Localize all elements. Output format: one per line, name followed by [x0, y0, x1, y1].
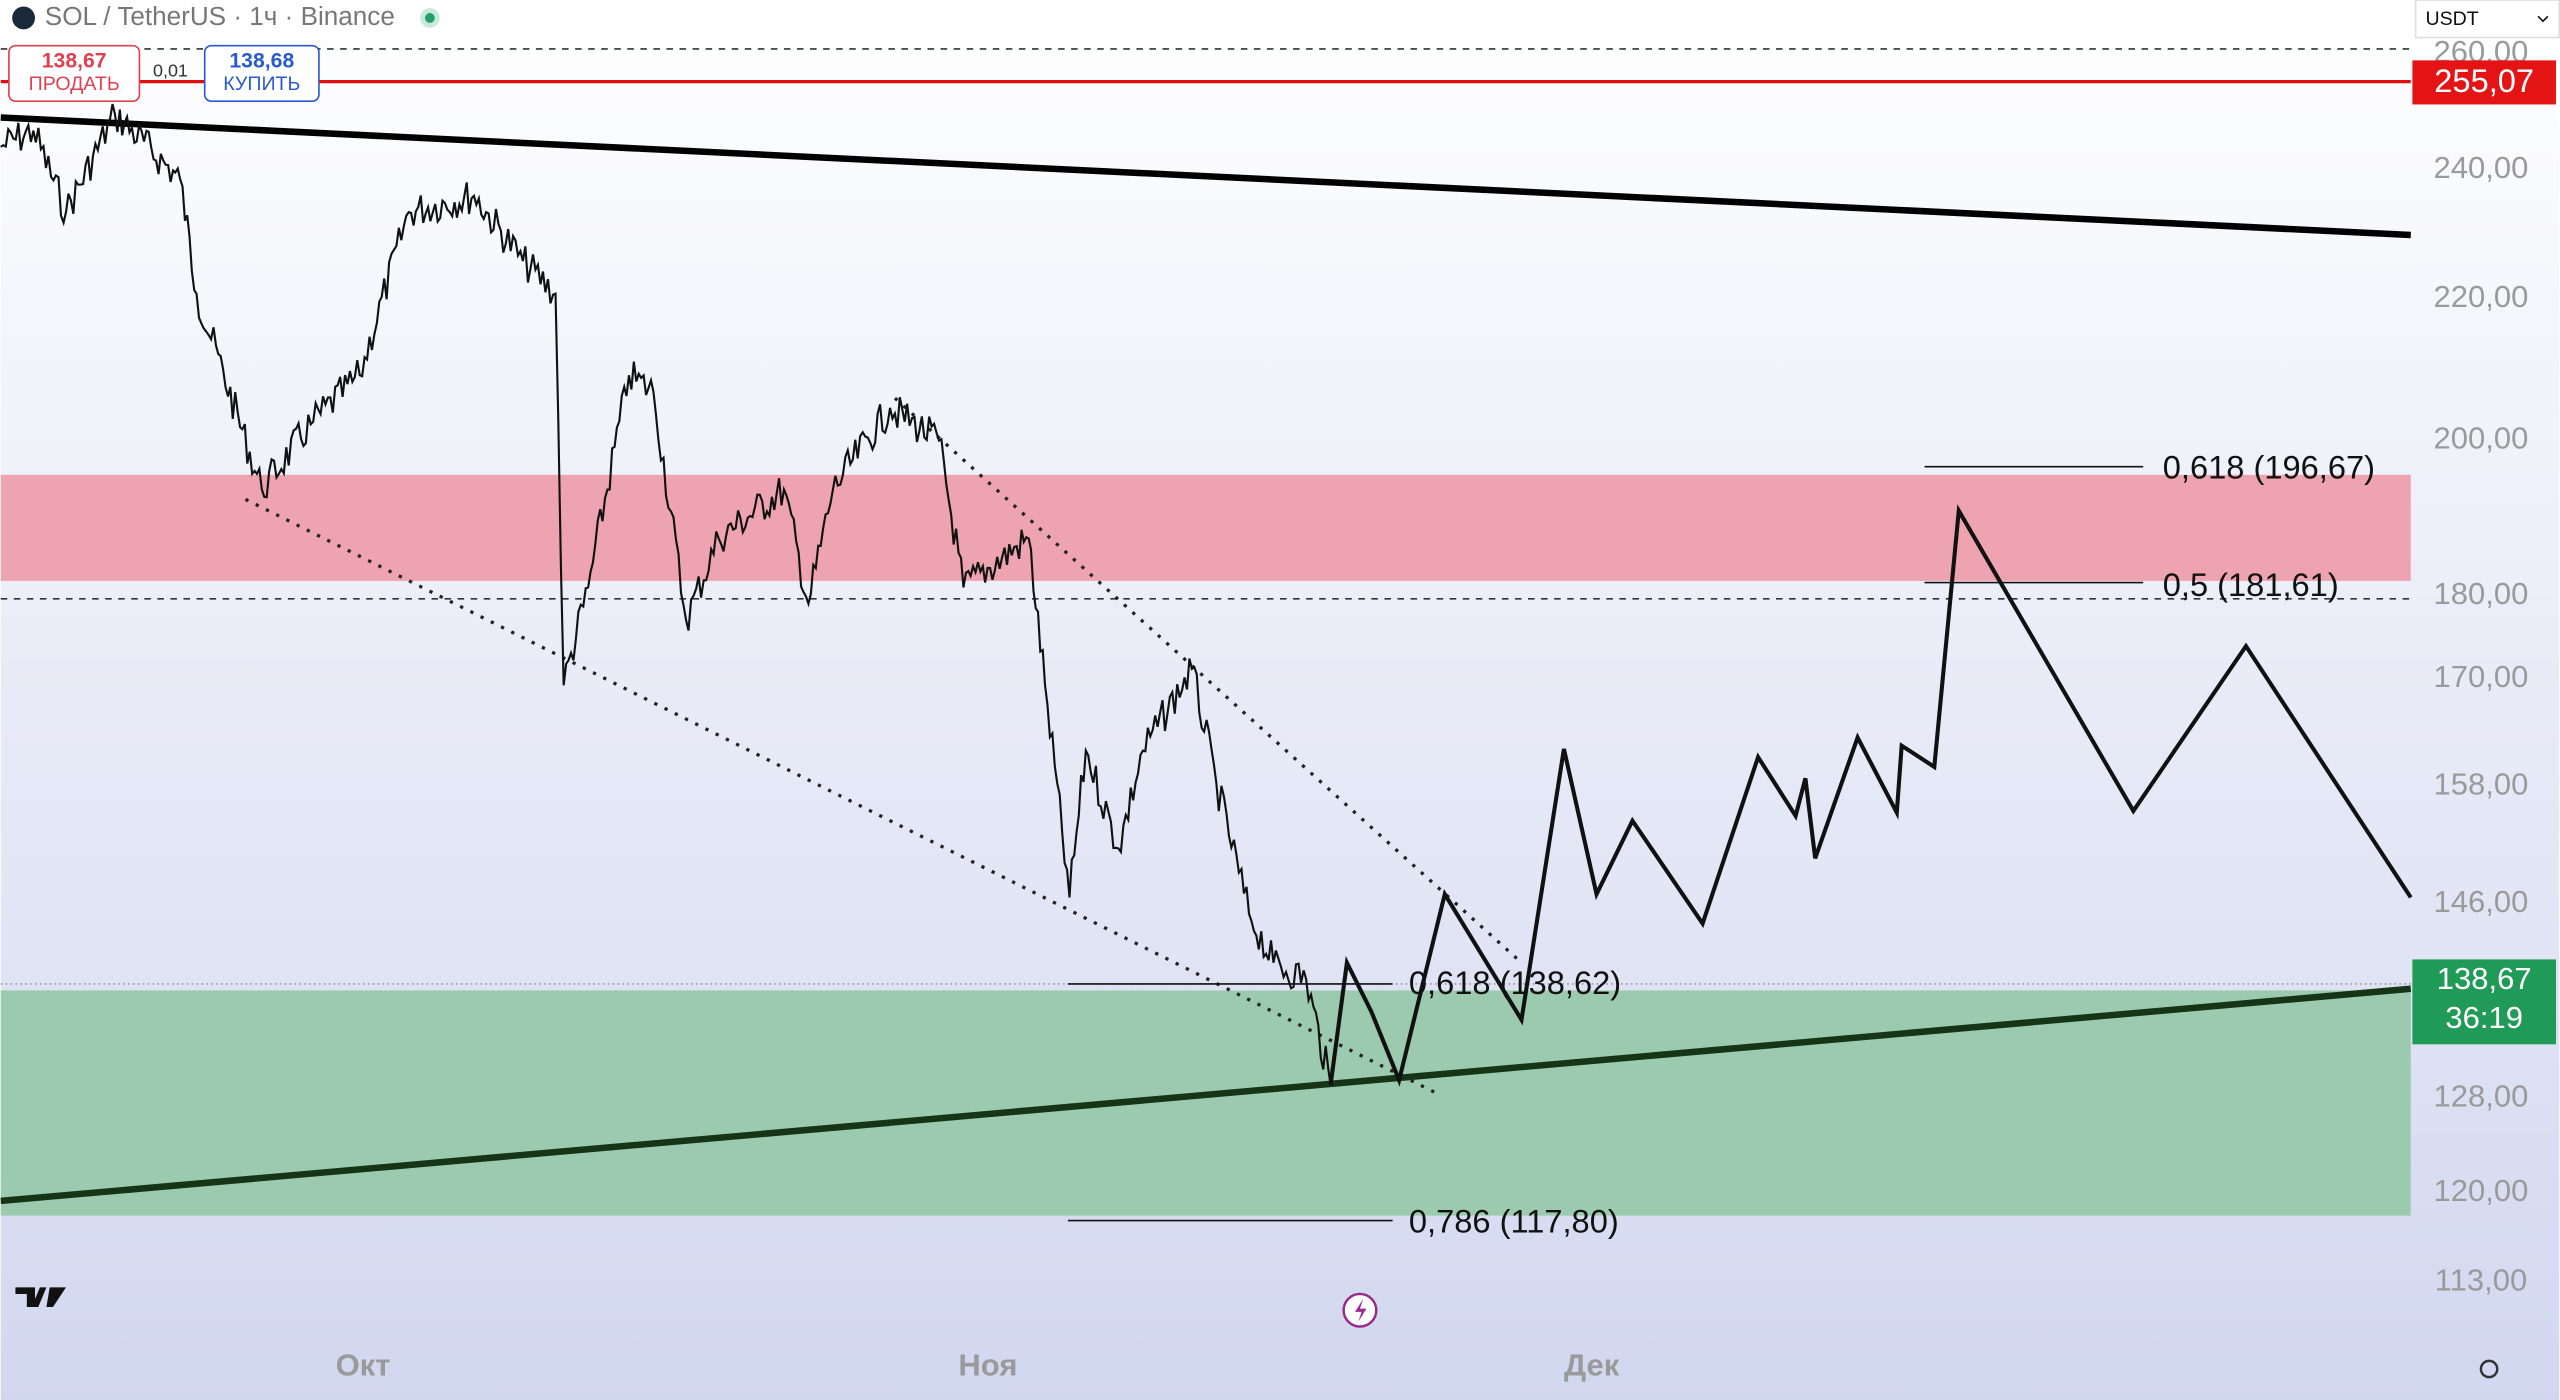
- symbol-icon: [12, 6, 36, 30]
- buy-price: 138,68: [229, 50, 294, 73]
- time-label: Ноя: [958, 1348, 1017, 1383]
- chevron: [2537, 15, 2549, 23]
- tv-logo: [15, 1287, 67, 1307]
- alert-price: 255,07: [2434, 62, 2534, 99]
- events-icon-bolt: [1355, 1298, 1367, 1322]
- alert-badge: [2412, 60, 2556, 105]
- fib-label: 0,786 (117,80): [1409, 1202, 1619, 1239]
- settings-icon[interactable]: [2479, 1359, 2499, 1379]
- sell-price: 138,67: [42, 50, 107, 73]
- currency: USDT: [2425, 8, 2478, 30]
- price-label: 200,00: [2434, 421, 2529, 456]
- last-price: 138,67: [2437, 961, 2532, 996]
- trend-line: [0, 114, 2411, 239]
- sell-button[interactable]: [8, 44, 141, 102]
- price-label: 128,00: [2434, 1078, 2529, 1113]
- fib-label: 0,618 (196,67): [2163, 449, 2375, 486]
- buy-label: КУПИТЬ: [223, 73, 300, 95]
- sell-label: ПРОДАТЬ: [29, 73, 120, 95]
- currency-select[interactable]: [2414, 0, 2560, 39]
- last-price-badge: [2412, 959, 2556, 1045]
- price-path: [0, 103, 1332, 1086]
- price-label: 158,00: [2434, 767, 2529, 802]
- time-label: Окт: [336, 1348, 391, 1383]
- buy-button[interactable]: [203, 44, 320, 102]
- trend-line: [0, 985, 2412, 1205]
- price-label: 146,00: [2434, 884, 2529, 919]
- countdown: 36:19: [2445, 1000, 2523, 1035]
- price-label: 240,00: [2434, 150, 2529, 185]
- spread: 0,01: [153, 61, 188, 81]
- price-label: 170,00: [2434, 659, 2529, 694]
- status-dot: [424, 13, 435, 23]
- symbol-title: SOL / TetherUS · 1ч · Binance: [45, 1, 395, 31]
- forecast-path: [1328, 504, 2413, 1087]
- price-label: 180,00: [2434, 576, 2529, 611]
- price-label: 220,00: [2434, 279, 2529, 314]
- price-label: 120,00: [2434, 1173, 2529, 1208]
- channel-line: [244, 497, 1438, 1095]
- price-label: 113,00: [2435, 1263, 2528, 1298]
- support-zone: [0, 990, 2411, 1216]
- fib-label: 0,5 (181,61): [2163, 566, 2339, 603]
- resistance-zone: [0, 474, 2411, 581]
- fib-label: 0,618 (138,62): [1409, 964, 1621, 1001]
- time-label: Дек: [1564, 1348, 1620, 1383]
